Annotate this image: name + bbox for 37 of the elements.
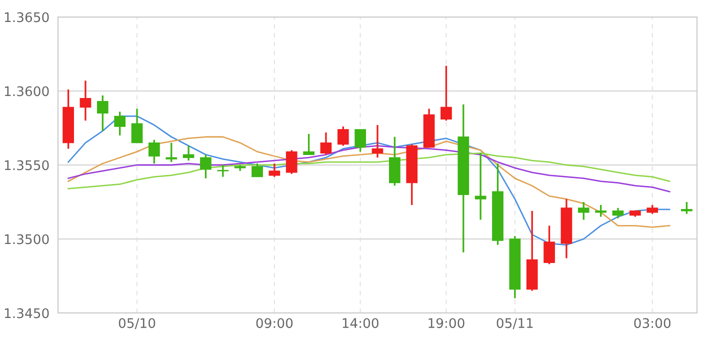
line-series [68,136,670,228]
candlestick [578,201,590,221]
candlestick [286,149,298,175]
y-tick-label: 1.3450 [4,308,49,318]
candlestick [96,94,108,132]
candlestick [372,124,384,158]
candlestick [681,201,692,215]
y-tick-label: 1.3650 [4,12,49,22]
candlestick [80,80,92,122]
x-tick-label: 03:00 [634,318,670,328]
candlestick [268,162,280,178]
candlestick [595,204,606,218]
candlestick [303,133,314,156]
candlestick [612,207,624,220]
candlestick [131,108,143,144]
candlestick [320,132,332,156]
y-tick-label: 1.3600 [4,86,49,96]
line-series [68,152,670,190]
x-tick-label: 09:00 [256,318,293,328]
x-tick-label: 14:00 [342,318,378,328]
candlestick [182,144,194,162]
candlestick [354,128,366,153]
candlestick [474,152,486,221]
candlestick [200,154,212,180]
y-tick-label: 1.3550 [4,160,49,170]
x-tick-label: 19:00 [428,318,464,328]
x-tick-label: 05/11 [496,318,533,330]
candlestick [217,164,229,178]
y-tick-label: 1.3500 [4,234,49,244]
candlestick [337,126,349,147]
candlestick [252,162,263,178]
candlestick [148,139,160,164]
candlestick [166,142,178,163]
x-tick-label: 05/10 [118,318,156,330]
candlestick [544,224,555,265]
candlestick [114,110,126,136]
candlestick [440,65,452,122]
